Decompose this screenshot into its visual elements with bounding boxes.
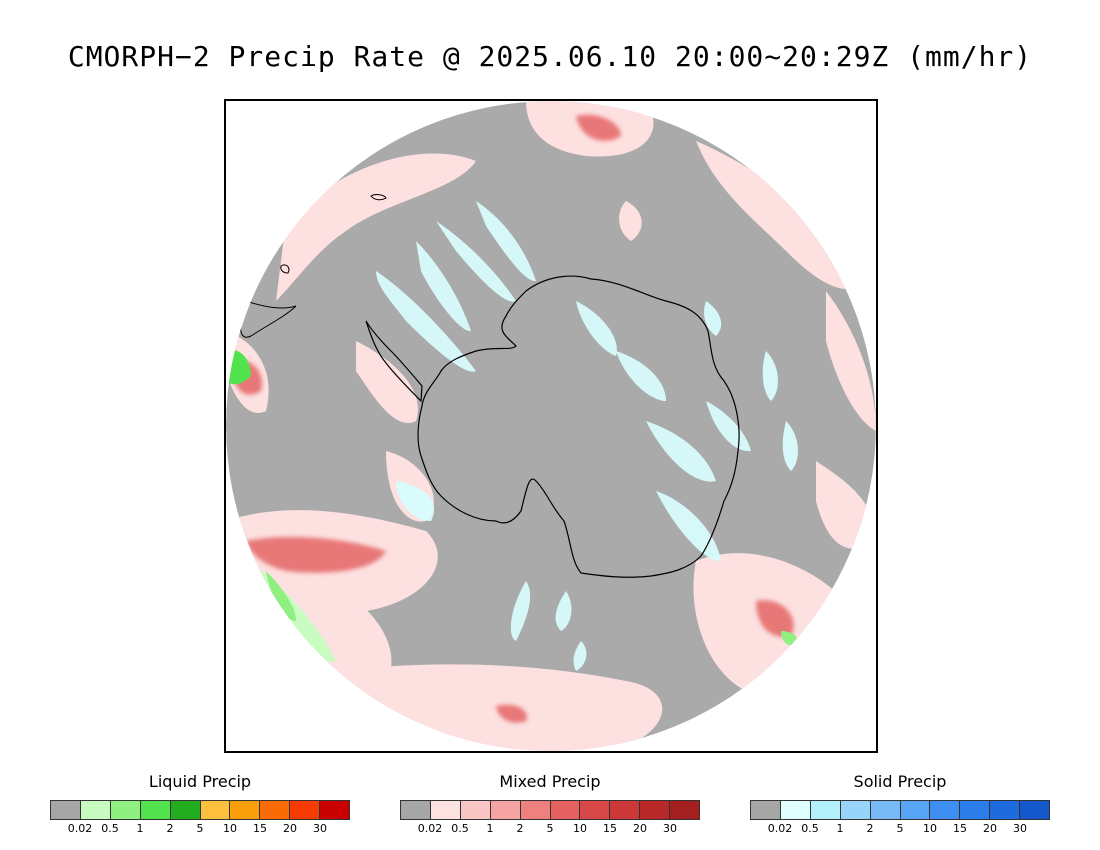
legend-mixed-swatch [430, 801, 461, 819]
legend-solid: Solid Precip 0.02 0.5 1 2 5 10 15 20 30 [750, 770, 1050, 840]
solid-precip-regions [376, 201, 798, 671]
legend-liquid-title: Liquid Precip [148, 772, 252, 791]
legend-mixed-swatch [580, 801, 611, 819]
legend-liquid-swatch [200, 801, 231, 819]
legend-mixed-ticks: 0.02 0.5 1 2 5 10 15 20 30 [400, 822, 700, 838]
legend-mixed-tick: 30 [663, 822, 677, 835]
legend-solid-swatch [780, 801, 811, 819]
legend-solid-swatch [960, 801, 991, 819]
legend-solid-swatch [840, 801, 871, 819]
legend-mixed-tick: 20 [633, 822, 647, 835]
legend-mixed-title: Mixed Precip [499, 772, 601, 791]
legend-liquid-swatch [80, 801, 111, 819]
legend-mixed-swatch [520, 801, 551, 819]
legend-liquid-tick: 20 [283, 822, 297, 835]
legend-solid-tick: 1 [836, 822, 844, 835]
legend-liquid-tick: 2 [166, 822, 174, 835]
legend-liquid-colorbar [50, 800, 350, 820]
legend-liquid-swatch [260, 801, 291, 819]
legend-liquid: Liquid Precip 0.02 0.5 1 2 5 10 15 20 30 [50, 770, 350, 840]
legend-liquid-swatch [290, 801, 321, 819]
legend-solid-ticks: 0.02 0.5 1 2 5 10 15 20 30 [750, 822, 1050, 838]
antarctica-coastline [417, 275, 740, 578]
antarctic-peninsula-coastline [365, 320, 423, 403]
legend-liquid-tick: 0.02 [67, 822, 93, 835]
legend-liquid-tick: 5 [196, 822, 204, 835]
legend-mixed-swatch [610, 801, 641, 819]
legend-liquid-ticks: 0.02 0.5 1 2 5 10 15 20 30 [50, 822, 350, 838]
legend-liquid-tick: 10 [223, 822, 237, 835]
legend-mixed-swatch [460, 801, 491, 819]
legend-solid-swatch [990, 801, 1021, 819]
legend-liquid-swatch [230, 801, 261, 819]
legend-liquid-swatch [170, 801, 201, 819]
legend-mixed-swatch [640, 801, 671, 819]
legend-mixed-swatch [550, 801, 581, 819]
legend-mixed-tick: 5 [546, 822, 554, 835]
island-coastline [370, 194, 387, 201]
legend-solid-tick: 30 [1013, 822, 1027, 835]
legend-liquid-tick: 1 [136, 822, 144, 835]
legend-mixed-tick: 10 [573, 822, 587, 835]
legend-liquid-swatch [51, 801, 81, 819]
legend-solid-tick: 15 [953, 822, 967, 835]
south-america-coastline [240, 300, 297, 338]
legend-solid-colorbar [750, 800, 1050, 820]
legend-liquid-swatch [320, 801, 350, 819]
legend-liquid-swatch [110, 801, 141, 819]
map-frame [224, 99, 878, 753]
legend-mixed-tick: 0.5 [451, 822, 469, 835]
legend-solid-swatch [810, 801, 841, 819]
legend-mixed-tick: 2 [516, 822, 524, 835]
legend-liquid-tick: 15 [253, 822, 267, 835]
liquid-precip-regions [226, 349, 798, 662]
legend-solid-tick: 20 [983, 822, 997, 835]
legend-solid-swatch [751, 801, 781, 819]
legend-mixed-swatch [490, 801, 521, 819]
island-coastline [280, 264, 290, 274]
precip-map [226, 101, 876, 751]
legend-mixed-tick: 0.02 [417, 822, 443, 835]
legend-mixed: Mixed Precip 0.02 0.5 1 2 5 10 15 20 30 [400, 770, 700, 840]
legend-solid-tick: 0.5 [801, 822, 819, 835]
legend-mixed-tick: 15 [603, 822, 617, 835]
legend-solid-swatch [900, 801, 931, 819]
legend-solid-swatch [930, 801, 961, 819]
legend-mixed-swatch [401, 801, 431, 819]
legend-solid-tick: 5 [896, 822, 904, 835]
legend-solid-tick: 10 [923, 822, 937, 835]
legend-solid-tick: 2 [866, 822, 874, 835]
legend-solid-swatch [870, 801, 901, 819]
chart-title: CMORPH−2 Precip Rate @ 2025.06.10 20:00~… [67, 40, 1033, 73]
legend-liquid-tick: 30 [313, 822, 327, 835]
legend-liquid-swatch [140, 801, 171, 819]
legend-solid-tick: 0.02 [767, 822, 793, 835]
legend-mixed-tick: 1 [486, 822, 494, 835]
legend-mixed-colorbar [400, 800, 700, 820]
legend-solid-swatch [1020, 801, 1050, 819]
legend-liquid-tick: 0.5 [101, 822, 119, 835]
legend-solid-title: Solid Precip [853, 772, 947, 791]
legend-mixed-swatch [670, 801, 700, 819]
